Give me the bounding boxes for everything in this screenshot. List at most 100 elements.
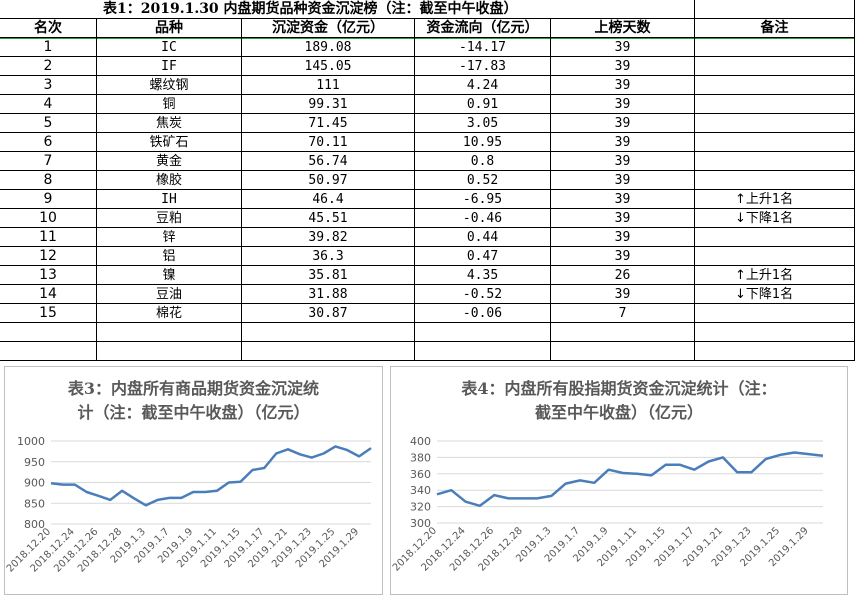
days-cell[interactable]: 39	[551, 76, 695, 95]
capital-cell[interactable]: 145.05	[242, 57, 415, 76]
rank-cell[interactable]: 12	[0, 247, 97, 266]
flow-cell[interactable]: 4.24	[415, 76, 551, 95]
name-cell[interactable]: 豆粕	[97, 209, 242, 228]
name-cell[interactable]: 铁矿石	[97, 133, 242, 152]
days-cell[interactable]	[551, 342, 695, 361]
days-cell[interactable]	[551, 323, 695, 342]
capital-cell[interactable]: 99.31	[242, 95, 415, 114]
capital-cell[interactable]: 70.11	[242, 133, 415, 152]
flow-cell[interactable]	[415, 323, 551, 342]
days-cell[interactable]: 39	[551, 247, 695, 266]
days-cell[interactable]: 39	[551, 57, 695, 76]
rank-cell[interactable]: 3	[0, 76, 97, 95]
note-cell[interactable]	[695, 152, 855, 171]
rank-cell[interactable]: 9	[0, 190, 97, 209]
days-cell[interactable]: 39	[551, 285, 695, 304]
capital-cell[interactable]: 71.45	[242, 114, 415, 133]
note-cell[interactable]	[695, 38, 855, 57]
flow-cell[interactable]: -17.83	[415, 57, 551, 76]
rank-cell[interactable]: 15	[0, 304, 97, 323]
flow-cell[interactable]: 3.05	[415, 114, 551, 133]
capital-cell[interactable]: 36.3	[242, 247, 415, 266]
flow-cell[interactable]: 0.47	[415, 247, 551, 266]
flow-cell[interactable]: -0.06	[415, 304, 551, 323]
capital-cell[interactable]: 56.74	[242, 152, 415, 171]
capital-cell[interactable]: 46.4	[242, 190, 415, 209]
flow-cell[interactable]: -0.46	[415, 209, 551, 228]
name-cell[interactable]: 铜	[97, 95, 242, 114]
flow-cell[interactable]	[415, 342, 551, 361]
rank-cell[interactable]: 14	[0, 285, 97, 304]
note-cell[interactable]	[695, 133, 855, 152]
name-cell[interactable]: 锌	[97, 228, 242, 247]
days-cell[interactable]: 39	[551, 190, 695, 209]
capital-cell[interactable]: 31.88	[242, 285, 415, 304]
days-cell[interactable]: 39	[551, 228, 695, 247]
name-cell[interactable]: 焦炭	[97, 114, 242, 133]
rank-cell[interactable]: 6	[0, 133, 97, 152]
note-cell[interactable]	[695, 228, 855, 247]
capital-cell[interactable]: 111	[242, 76, 415, 95]
name-cell[interactable]: 黄金	[97, 152, 242, 171]
name-cell[interactable]: 铝	[97, 247, 242, 266]
days-cell[interactable]: 39	[551, 133, 695, 152]
note-cell[interactable]	[695, 57, 855, 76]
note-cell[interactable]: ↓下降1名	[695, 285, 855, 304]
empty-cell[interactable]	[695, 0, 855, 19]
capital-cell[interactable]	[242, 323, 415, 342]
capital-cell[interactable]: 189.08	[242, 38, 415, 57]
flow-cell[interactable]: 0.44	[415, 228, 551, 247]
rank-cell[interactable]: 8	[0, 171, 97, 190]
flow-cell[interactable]: 4.35	[415, 266, 551, 285]
note-cell[interactable]	[695, 323, 855, 342]
days-cell[interactable]: 39	[551, 209, 695, 228]
name-cell[interactable]: 豆油	[97, 285, 242, 304]
flow-cell[interactable]: 0.91	[415, 95, 551, 114]
days-cell[interactable]: 26	[551, 266, 695, 285]
days-cell[interactable]: 39	[551, 38, 695, 57]
flow-cell[interactable]: -14.17	[415, 38, 551, 57]
note-cell[interactable]: ↑上升1名	[695, 266, 855, 285]
note-cell[interactable]	[695, 114, 855, 133]
note-cell[interactable]: ↑上升1名	[695, 190, 855, 209]
days-cell[interactable]: 39	[551, 95, 695, 114]
flow-cell[interactable]: -0.52	[415, 285, 551, 304]
capital-cell[interactable]: 45.51	[242, 209, 415, 228]
flow-cell[interactable]: -6.95	[415, 190, 551, 209]
name-cell[interactable]: 棉花	[97, 304, 242, 323]
note-cell[interactable]	[695, 76, 855, 95]
name-cell[interactable]: IC	[97, 38, 242, 57]
name-cell[interactable]	[97, 323, 242, 342]
rank-cell[interactable]: 5	[0, 114, 97, 133]
days-cell[interactable]: 39	[551, 114, 695, 133]
rank-cell[interactable]: 2	[0, 57, 97, 76]
rank-cell[interactable]: 7	[0, 152, 97, 171]
name-cell[interactable]: 螺纹钢	[97, 76, 242, 95]
note-cell[interactable]	[695, 304, 855, 323]
name-cell[interactable]: 镍	[97, 266, 242, 285]
note-cell[interactable]	[695, 247, 855, 266]
days-cell[interactable]: 7	[551, 304, 695, 323]
rank-cell[interactable]: 10	[0, 209, 97, 228]
capital-cell[interactable]: 30.87	[242, 304, 415, 323]
rank-cell[interactable]: 4	[0, 95, 97, 114]
rank-cell[interactable]: 13	[0, 266, 97, 285]
note-cell[interactable]	[695, 95, 855, 114]
note-cell[interactable]	[695, 342, 855, 361]
name-cell[interactable]	[97, 342, 242, 361]
note-cell[interactable]: ↓下降1名	[695, 209, 855, 228]
rank-cell[interactable]: 11	[0, 228, 97, 247]
rank-cell[interactable]	[0, 323, 97, 342]
rank-cell[interactable]	[0, 342, 97, 361]
name-cell[interactable]: 橡胶	[97, 171, 242, 190]
name-cell[interactable]: IF	[97, 57, 242, 76]
days-cell[interactable]: 39	[551, 152, 695, 171]
capital-cell[interactable]: 35.81	[242, 266, 415, 285]
capital-cell[interactable]	[242, 342, 415, 361]
days-cell[interactable]: 39	[551, 171, 695, 190]
name-cell[interactable]: IH	[97, 190, 242, 209]
capital-cell[interactable]: 39.82	[242, 228, 415, 247]
rank-cell[interactable]: 1	[0, 38, 97, 57]
note-cell[interactable]	[695, 171, 855, 190]
flow-cell[interactable]: 10.95	[415, 133, 551, 152]
